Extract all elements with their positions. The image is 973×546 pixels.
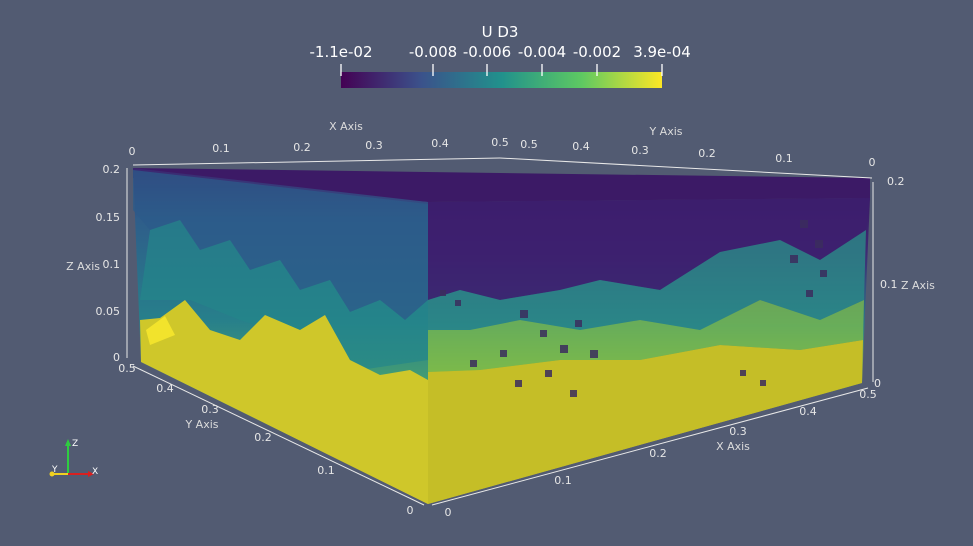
cube-axes xyxy=(126,157,874,506)
left-z-tick: 0.05 xyxy=(96,305,121,318)
front-face-teal-band xyxy=(428,230,866,330)
front-face-yellow-base xyxy=(428,340,863,504)
orientation-axes-icon: Z X Y xyxy=(49,439,98,477)
top-x-axis: 0 0.1 0.2 0.3 0.4 0.5 X Axis xyxy=(129,120,509,158)
top-y-tick: 0.1 xyxy=(775,152,793,165)
left-z-tick: 0.15 xyxy=(96,211,121,224)
right-z-axis: 0.2 0.1 0 Z Axis xyxy=(874,175,935,390)
bottom-x-tick: 0.2 xyxy=(649,447,667,460)
top-y-axis: 0.5 0.4 0.3 0.2 0.1 0 Y Axis xyxy=(520,125,875,169)
bottom-y-tick: 0.3 xyxy=(201,403,219,416)
right-z-tick: 0.2 xyxy=(887,175,905,188)
bottom-x-tick: 0.1 xyxy=(554,474,572,487)
bottom-x-axis: 0 0.1 0.2 0.3 0.4 0.5 X Axis xyxy=(445,388,877,519)
volume-render[interactable] xyxy=(133,168,870,504)
top-x-axis-title: X Axis xyxy=(329,120,363,133)
left-z-tick: 0.2 xyxy=(103,163,121,176)
bottom-x-tick: 0.4 xyxy=(799,405,817,418)
left-z-tick: 0 xyxy=(113,351,120,364)
bottom-y-tick: 0.5 xyxy=(118,362,136,375)
top-y-tick: 0.4 xyxy=(572,140,590,153)
top-y-axis-title: Y Axis xyxy=(648,125,682,138)
bottom-y-tick: 0.2 xyxy=(254,431,272,444)
left-face-yellow-base xyxy=(140,300,428,504)
left-z-axis: 0.2 0.15 0.1 0.05 0 Z Axis xyxy=(66,163,120,364)
bottom-y-tick: 0.1 xyxy=(317,464,335,477)
left-z-axis-title: Z Axis xyxy=(66,260,100,273)
bottom-x-tick: 0 xyxy=(445,506,452,519)
bottom-y-tick: 0.4 xyxy=(156,382,174,395)
triad-x-label: X xyxy=(92,467,98,477)
left-face-dark-region xyxy=(133,170,428,320)
left-face-teal-region xyxy=(140,220,428,370)
top-y-tick: 0.3 xyxy=(631,144,649,157)
volume-top-face xyxy=(133,168,870,202)
legend-title: U D3 xyxy=(482,23,519,41)
right-z-tick: 0 xyxy=(874,377,881,390)
bottom-y-axis-title: Y Axis xyxy=(184,418,218,431)
legend-colorbar xyxy=(341,72,662,88)
right-z-tick: 0.1 xyxy=(880,278,898,291)
bottom-x-tick: 0.5 xyxy=(859,388,877,401)
top-x-tick: 0.3 xyxy=(365,139,383,152)
left-face-yellow-bright xyxy=(146,316,175,345)
legend-label-3: -0.004 xyxy=(518,43,566,61)
bottom-y-tick: 0 xyxy=(407,504,414,517)
legend-label-2: -0.006 xyxy=(463,43,511,61)
top-x-tick: 0 xyxy=(129,145,136,158)
legend-label-1: -0.008 xyxy=(409,43,457,61)
front-face-green-band xyxy=(428,300,864,372)
legend-label-min: -1.1e-02 xyxy=(310,43,373,61)
bottom-y-axis: 0.5 0.4 0.3 0.2 0.1 0 Y Axis xyxy=(118,362,413,517)
right-z-axis-title: Z Axis xyxy=(901,279,935,292)
bottom-x-tick: 0.3 xyxy=(729,425,747,438)
top-y-tick: 0.2 xyxy=(698,147,716,160)
top-x-tick: 0.2 xyxy=(293,141,311,154)
triad-y-label: Y xyxy=(51,465,58,475)
top-y-tick: 0.5 xyxy=(520,138,538,151)
left-z-tick: 0.1 xyxy=(103,258,121,271)
legend-label-max: 3.9e-04 xyxy=(633,43,691,61)
top-y-tick: 0 xyxy=(869,156,876,169)
color-legend: U D3 -1.1e-02 -0.008 -0.006 -0.004 -0.00… xyxy=(310,23,691,88)
front-face-purple-top xyxy=(428,198,870,300)
voxel-speckles xyxy=(440,220,827,397)
legend-label-4: -0.002 xyxy=(573,43,621,61)
triad-z-label: Z xyxy=(72,439,78,449)
bottom-x-axis-title: X Axis xyxy=(716,440,750,453)
top-x-tick: 0.4 xyxy=(431,137,449,150)
top-x-tick: 0.5 xyxy=(491,136,509,149)
top-x-tick: 0.1 xyxy=(212,142,230,155)
